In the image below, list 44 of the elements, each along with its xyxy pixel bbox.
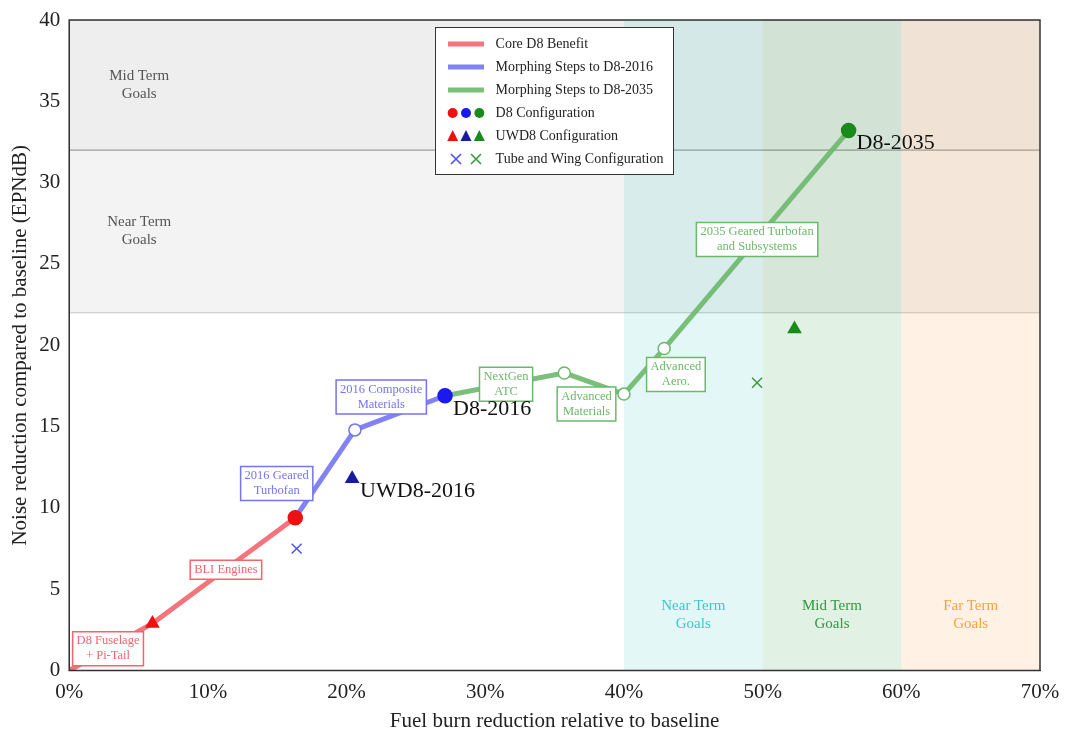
y-tick-label: 25 — [39, 250, 61, 275]
legend-label: Tube and Wing Configuration — [495, 150, 664, 167]
annotation: D8-2035 — [856, 129, 935, 155]
annotation: BLI Engines — [194, 562, 258, 577]
x-tick-label: 20% — [327, 678, 366, 703]
legend-label: Morphing Steps to D8-2035 — [495, 81, 654, 98]
legend-label: Core D8 Benefit — [495, 35, 589, 52]
y-tick-label: 35 — [39, 87, 61, 112]
point — [290, 542, 303, 555]
annotation: 2035 Geared Turbofan and Subsystems — [700, 224, 815, 254]
x-tick-label: 10% — [188, 678, 228, 703]
x-tick-label: 30% — [466, 678, 505, 703]
x-tick-label: 50% — [743, 678, 782, 703]
y-tick-label: 20 — [39, 331, 61, 356]
annotation: 2016 Geared Turbofan — [244, 468, 310, 498]
annotation: UWD8-2016 — [360, 477, 475, 503]
legend-label: D8 Configuration — [495, 104, 595, 121]
y-tick-label: 10 — [39, 494, 61, 519]
y-tick-label: 5 — [49, 575, 61, 600]
annotation: D8 Fuselage + Pi-Tail — [76, 633, 140, 663]
y-tick-label: 30 — [39, 169, 61, 194]
annotation: Advanced Materials — [561, 388, 613, 418]
point — [348, 423, 362, 437]
band-label: Near Term Goals — [661, 596, 726, 631]
x-tick-label: 40% — [604, 678, 644, 703]
y-tick-label: 15 — [39, 413, 61, 438]
band-label: Mid Term Goals — [109, 67, 170, 101]
x-axis-title: Fuel burn reduction relative to baseline — [389, 707, 720, 732]
point — [657, 341, 671, 356]
band-label: Mid Term Goals — [802, 596, 863, 631]
point — [751, 377, 763, 389]
x-tick-label: 70% — [1020, 678, 1060, 703]
y-tick-label: 40 — [39, 6, 61, 31]
annotation: Advanced Aero. — [650, 359, 703, 389]
band-label: Far Term Goals — [943, 596, 999, 631]
legend-label: UWD8 Configuration — [495, 127, 619, 144]
annotation: 2016 Composite Materials — [340, 381, 423, 411]
point — [345, 470, 359, 483]
legend-label: Morphing Steps to D8-2016 — [495, 58, 654, 75]
y-axis-title: Noise reduction compared to baseline (EPNdB) — [7, 144, 32, 546]
point — [617, 387, 631, 401]
point — [557, 366, 572, 380]
band-label: Near Term Goals — [107, 213, 172, 248]
x-tick-label: 60% — [882, 678, 921, 703]
